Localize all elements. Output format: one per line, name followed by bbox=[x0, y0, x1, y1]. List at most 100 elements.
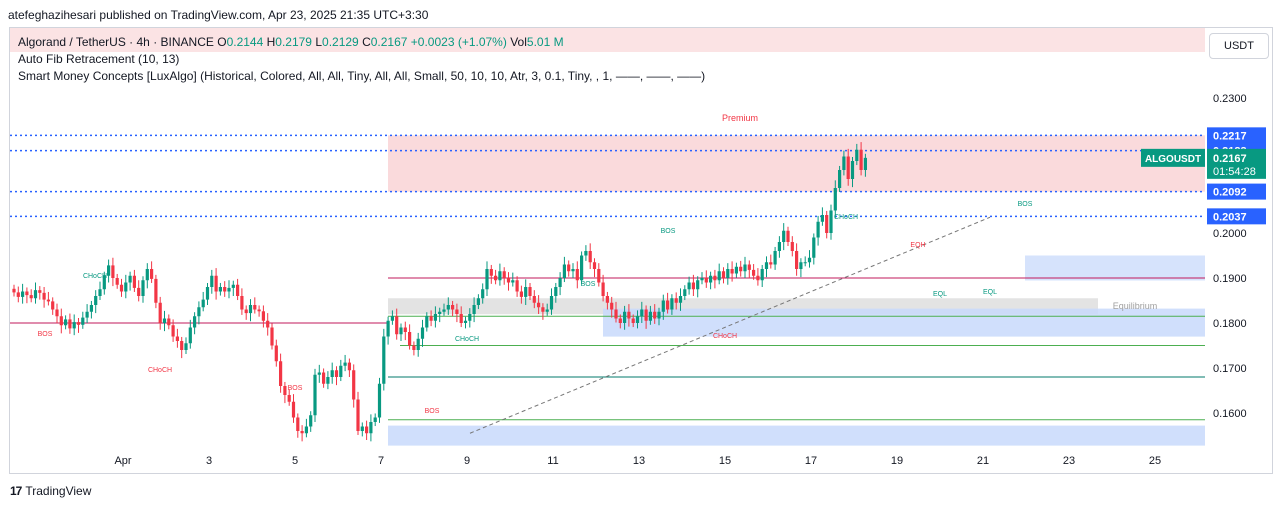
candle-body bbox=[442, 309, 446, 312]
candle-body bbox=[425, 316, 429, 328]
candle-body bbox=[98, 289, 102, 296]
candle-body bbox=[709, 275, 713, 283]
candle-body bbox=[395, 316, 399, 335]
candle-body bbox=[614, 309, 618, 319]
indicator-fib-legend[interactable]: Auto Fib Retracement (10, 13) bbox=[18, 52, 180, 66]
candle-body bbox=[670, 298, 674, 310]
candle-body bbox=[128, 275, 132, 283]
candle-body bbox=[416, 338, 420, 350]
discount-zone bbox=[603, 308, 1205, 337]
candle-body bbox=[476, 298, 480, 305]
tradingview-footer[interactable]: 17 TradingView bbox=[10, 484, 91, 498]
candle-body bbox=[601, 282, 605, 296]
candle-body bbox=[773, 251, 777, 265]
indicator-smc-legend[interactable]: Smart Money Concepts [LuxAlgo] (Historic… bbox=[18, 69, 706, 83]
candle-body bbox=[72, 322, 76, 329]
candle-body bbox=[141, 280, 145, 296]
candle-body bbox=[807, 257, 812, 263]
structure-label: EQL bbox=[933, 291, 947, 298]
candle-body bbox=[412, 345, 416, 350]
candle-body bbox=[158, 302, 162, 323]
candle-body bbox=[554, 287, 558, 296]
x-tick-label: 17 bbox=[805, 455, 817, 467]
candle-body bbox=[287, 395, 291, 402]
candle-body bbox=[33, 290, 38, 299]
candle-body bbox=[648, 311, 652, 321]
candle-body bbox=[111, 265, 115, 278]
candle-body bbox=[653, 311, 657, 319]
x-tick-label: 9 bbox=[464, 455, 470, 467]
candle-body bbox=[605, 296, 609, 303]
candle-body bbox=[782, 230, 786, 242]
symbol-legend[interactable]: Algorand / TetherUS · 4h · BINANCE O0.21… bbox=[18, 35, 564, 49]
candle-body bbox=[549, 296, 554, 310]
ohlc-low-value: 0.2129 bbox=[322, 35, 359, 49]
candle-body bbox=[162, 318, 167, 323]
candle-body bbox=[330, 370, 334, 377]
candle-body bbox=[588, 251, 592, 263]
symbol-name[interactable]: Algorand / TetherUS · 4h · BINANCE bbox=[18, 35, 214, 49]
structure-label: EQH bbox=[910, 242, 925, 249]
candle-body bbox=[855, 149, 859, 161]
candle-body bbox=[102, 275, 106, 290]
candle-body bbox=[842, 156, 846, 170]
candle-body bbox=[352, 370, 356, 400]
candle-body bbox=[369, 422, 373, 434]
candle-body bbox=[399, 327, 403, 335]
candle-body bbox=[592, 262, 597, 269]
candle-body bbox=[455, 309, 459, 314]
x-tick-label: 7 bbox=[378, 455, 384, 467]
candle-body bbox=[747, 264, 751, 270]
order-block-zone bbox=[1025, 255, 1205, 281]
candle-body bbox=[597, 269, 601, 283]
candle-body bbox=[545, 309, 549, 312]
candle-body bbox=[494, 275, 498, 281]
candle-body bbox=[227, 287, 231, 292]
x-tick-label: 11 bbox=[547, 455, 558, 467]
candle-body bbox=[752, 269, 756, 276]
symbol-tag-text: ALGOUSDT bbox=[1145, 154, 1201, 165]
candle-body bbox=[55, 309, 59, 317]
y-tick-label: 0.1900 bbox=[1213, 273, 1247, 285]
x-tick-label: 13 bbox=[633, 455, 645, 467]
candle-body bbox=[420, 327, 425, 339]
structure-label: CHoCH bbox=[148, 367, 172, 374]
candle-body bbox=[322, 372, 326, 384]
candle-body bbox=[846, 156, 850, 179]
y-tick-label: 0.1700 bbox=[1213, 363, 1247, 375]
candle-body bbox=[691, 282, 695, 290]
candle-body bbox=[528, 287, 532, 296]
candle-body bbox=[373, 417, 377, 422]
candle-body bbox=[81, 317, 85, 325]
candle-body bbox=[532, 296, 536, 303]
last-price-text: 0.2167 bbox=[1213, 153, 1247, 165]
candles bbox=[12, 142, 867, 442]
candle-body bbox=[717, 271, 721, 281]
candle-body bbox=[150, 269, 154, 279]
candle-body bbox=[218, 287, 222, 292]
candle-body bbox=[575, 269, 579, 281]
candle-body bbox=[270, 327, 274, 346]
x-tick-label: 15 bbox=[719, 455, 731, 467]
candle-body bbox=[94, 296, 98, 305]
candle-body bbox=[764, 262, 769, 269]
currency-button[interactable]: USDT bbox=[1209, 33, 1269, 59]
candle-body bbox=[291, 401, 296, 418]
chart-frame[interactable] bbox=[9, 27, 1273, 474]
structure-label: BOS bbox=[1018, 201, 1033, 208]
candle-body bbox=[515, 280, 519, 292]
candle-body bbox=[829, 210, 833, 233]
candle-body bbox=[786, 230, 790, 242]
tradingview-brand: TradingView bbox=[25, 484, 92, 498]
candle-body bbox=[433, 314, 437, 321]
candle-body bbox=[562, 264, 566, 278]
candle-body bbox=[304, 426, 308, 434]
x-tick-label: 19 bbox=[891, 455, 903, 467]
candle-body bbox=[300, 431, 304, 434]
candle-body bbox=[468, 314, 472, 321]
y-tick-label: 0.1800 bbox=[1213, 318, 1247, 330]
fib-price-text: 0.2217 bbox=[1213, 130, 1247, 142]
candle-body bbox=[193, 316, 197, 328]
candle-body bbox=[657, 311, 661, 319]
